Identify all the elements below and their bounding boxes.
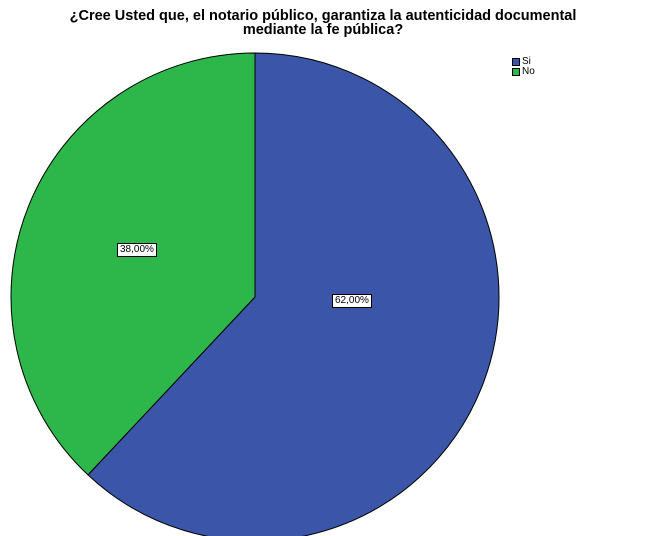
legend-swatch-no xyxy=(512,68,520,76)
legend-swatch-si xyxy=(512,58,520,66)
legend-item-no: No xyxy=(512,67,535,77)
chart-title: ¿Cree Usted que, el notario público, gar… xyxy=(0,8,646,38)
legend: Si No xyxy=(512,57,535,77)
legend-item-si: Si xyxy=(512,57,535,67)
data-label-si: 62,00% xyxy=(332,294,372,308)
pie-slice-no xyxy=(10,52,256,476)
chart-title-line-2: mediante la fe pública? xyxy=(242,22,404,38)
pie-slice-si xyxy=(87,52,500,536)
legend-label-no: No xyxy=(522,66,535,77)
legend-label-si: Si xyxy=(522,56,531,67)
data-label-no: 38,00% xyxy=(117,243,157,257)
chart-title-line-1: ¿Cree Usted que, el notario público, gar… xyxy=(69,8,577,24)
